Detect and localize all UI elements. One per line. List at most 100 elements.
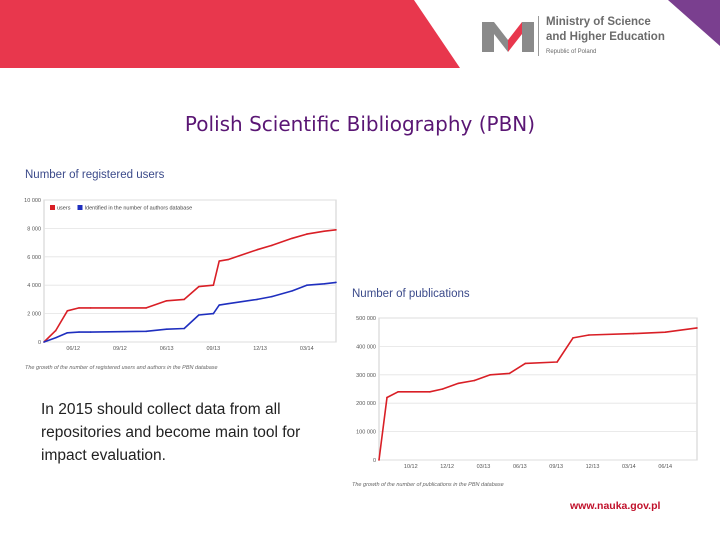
header-banner — [0, 0, 720, 68]
publications-chart-plot-area — [378, 317, 698, 461]
publications-chart-data-point — [572, 337, 574, 339]
ministry-emblem-icon — [482, 22, 534, 52]
users-chart-title: Number of registered users — [25, 169, 165, 181]
publications-chart-data-point — [386, 396, 388, 399]
users-chart-x-tick-label: 09/12 — [113, 346, 127, 352]
publications-chart-y-tick-label: 300 000 — [356, 373, 376, 379]
users-chart: 10 000 8 000 6 000 4 000 2 000 0 06/12 09/12 06/… — [24, 198, 337, 352]
users-chart-data-point — [78, 307, 80, 309]
users-chart-data-point — [291, 290, 294, 292]
users-chart-data-point — [66, 331, 69, 334]
users-chart-data-point — [89, 331, 92, 333]
users-chart-data-point — [165, 328, 168, 331]
users-chart-data-point — [145, 330, 147, 333]
body-text: In 2015 should collect data from all rep… — [41, 401, 301, 464]
users-chart-data-point — [165, 300, 168, 302]
publications-chart-data-point — [429, 391, 431, 393]
users-chart-data-point — [197, 314, 200, 316]
banner-purple-corner — [668, 0, 720, 46]
publications-chart-x-tick-label: 06/14 — [658, 464, 672, 470]
publications-chart-x-tick-label: 12/13 — [586, 464, 600, 470]
publications-chart-y-tick-label: 200 000 — [356, 401, 376, 407]
users-chart-legend-label: users — [57, 206, 71, 212]
users-chart-data-point — [256, 298, 258, 301]
publications-chart-data-point — [378, 459, 380, 461]
users-chart-y-tick-label: 8 000 — [27, 226, 41, 232]
users-chart-data-point — [227, 302, 229, 305]
users-chart-plot-area — [43, 199, 337, 343]
users-chart-data-point — [145, 307, 147, 309]
publications-chart-data-point — [397, 391, 399, 393]
logo-line-2: and Higher Education — [546, 31, 665, 43]
users-chart-legend-swatch — [50, 205, 55, 210]
users-chart-data-point — [323, 230, 326, 233]
users-chart-data-point — [256, 248, 258, 251]
users-chart-data-point — [323, 282, 326, 285]
publications-chart-y-tick-label: 100 000 — [356, 430, 376, 436]
publications-chart-x-tick-label: 03/13 — [477, 464, 491, 470]
publications-chart-x-tick-label: 12/12 — [440, 464, 454, 470]
users-chart-legend-label: Identified in the number of authors data… — [85, 206, 193, 212]
publications-chart-data-point — [588, 334, 590, 336]
users-chart-y-tick-label: 4 000 — [27, 283, 41, 289]
publications-chart-data-point — [441, 388, 444, 390]
users-chart-x-tick-label: 09/13 — [206, 346, 220, 352]
publications-chart-caption: The growth of the number of publications… — [352, 482, 504, 488]
users-chart-caption: The growth of the number of registered u… — [25, 365, 218, 371]
users-chart-data-point — [212, 284, 215, 286]
publications-chart-data-point — [632, 332, 635, 335]
publications-chart-data-point — [664, 331, 666, 333]
users-chart-y-tick-label: 2 000 — [27, 312, 41, 318]
users-chart-data-point — [183, 327, 185, 330]
users-chart-data-point — [183, 298, 185, 301]
users-chart-data-point — [43, 341, 45, 343]
users-chart-data-point — [54, 336, 57, 339]
publications-chart-series-line — [378, 327, 698, 461]
users-chart-data-point — [270, 295, 273, 298]
users-chart-data-point — [227, 258, 229, 261]
users-chart-x-tick-label: 06/12 — [66, 346, 80, 352]
publications-chart-x-tick-label: 03/14 — [622, 464, 636, 470]
publications-chart-title: Number of publications — [352, 288, 470, 300]
users-chart-data-point — [291, 237, 294, 240]
publications-chart-data-point — [473, 379, 476, 382]
publications-chart-data-point — [696, 327, 698, 329]
publications-chart: 500 000 400 000 300 000 200 000 100 000 0 10/1… — [356, 316, 698, 470]
users-chart-y-tick-label: 6 000 — [27, 255, 41, 261]
users-chart-data-point — [335, 281, 337, 284]
publications-chart-y-tick-label: 0 — [373, 458, 376, 464]
publications-chart-data-point — [489, 374, 492, 376]
users-chart-data-point — [54, 329, 57, 332]
logo-line-3: Republic of Poland — [546, 49, 597, 55]
users-chart-data-point — [66, 309, 69, 312]
users-chart-legend-swatch — [77, 205, 83, 210]
users-chart-x-tick-label: 12/13 — [253, 346, 267, 352]
users-chart-series-line — [43, 229, 337, 343]
users-chart-x-tick-label: 06/13 — [160, 346, 174, 352]
users-chart-series-line — [43, 281, 337, 343]
users-chart-data-point — [306, 284, 308, 286]
slide-title: Polish Scientific Bibliography (PBN) — [184, 112, 536, 136]
publications-chart-x-tick-label: 10/12 — [404, 464, 418, 470]
users-chart-y-tick-label: 0 — [38, 340, 41, 346]
users-chart-data-point — [270, 244, 273, 247]
website-link[interactable]: www.nauka.gov.pl — [570, 500, 661, 512]
users-chart-data-point — [78, 331, 80, 333]
logo-line-1: Ministry of Science — [546, 16, 651, 28]
publications-chart-data-point — [524, 362, 527, 365]
publications-chart-data-point — [556, 361, 558, 363]
users-chart-x-tick-label: 03/14 — [300, 346, 314, 352]
users-chart-data-point — [218, 304, 220, 306]
publications-chart-y-tick-label: 400 000 — [356, 344, 376, 350]
users-chart-data-point — [218, 260, 220, 262]
users-chart-data-point — [335, 229, 337, 231]
users-chart-data-point — [212, 312, 215, 315]
ministry-logo[interactable]: Ministry of Science and Higher Education… — [482, 16, 702, 60]
users-chart-data-point — [89, 307, 92, 309]
publications-chart-y-tick-label: 500 000 — [356, 316, 376, 322]
users-chart-data-point — [197, 285, 200, 288]
logo-divider — [538, 16, 539, 56]
publications-chart-x-tick-label: 06/13 — [513, 464, 527, 470]
users-chart-data-point — [306, 233, 308, 235]
